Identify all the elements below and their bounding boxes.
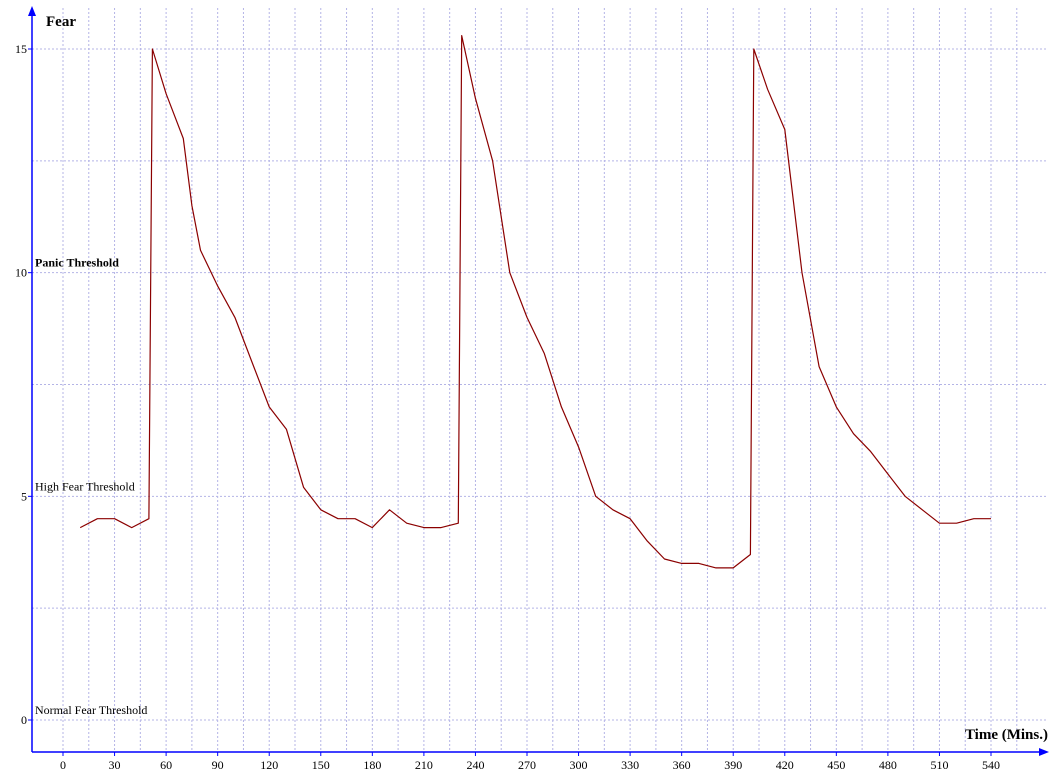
x-axis-title: Time (Mins.) — [965, 727, 1048, 743]
x-tick-label: 360 — [673, 758, 691, 772]
x-tick-label: 60 — [160, 758, 172, 772]
series-line — [79, 34, 991, 569]
y-tick-label: 0 — [21, 713, 27, 727]
x-tick-label: 330 — [621, 758, 639, 772]
y-axis-title: Fear — [46, 14, 76, 30]
x-tick-label: 120 — [260, 758, 278, 772]
series-group — [79, 34, 991, 569]
y-axis-arrow — [28, 6, 36, 16]
x-tick-label: 270 — [518, 758, 536, 772]
x-tick-label: 540 — [982, 758, 1000, 772]
x-tick-label: 300 — [570, 758, 588, 772]
x-tick-label: 210 — [415, 758, 433, 772]
y-tick-label: 5 — [21, 489, 27, 503]
x-tick-label: 480 — [879, 758, 897, 772]
x-tick-label: 180 — [363, 758, 381, 772]
axes — [28, 6, 1049, 756]
x-tick-label: 510 — [930, 758, 948, 772]
x-tick-label: 30 — [109, 758, 121, 772]
x-tick-label: 450 — [827, 758, 845, 772]
x-tick-label: 420 — [776, 758, 794, 772]
threshold-label: Normal Fear Threshold — [35, 703, 147, 717]
x-axis-arrow — [1039, 748, 1049, 756]
y-tick-label: 10 — [15, 266, 27, 280]
x-tick-label: 240 — [466, 758, 484, 772]
threshold-label: High Fear Threshold — [35, 479, 135, 493]
y-tick-label: 15 — [15, 42, 27, 56]
ticks: 0 30 60 90 120 150 180 210 240 270 300 330 360 390 420… — [15, 42, 1000, 772]
threshold-labels: Normal Fear Threshold High Fear Threshold… — [35, 256, 147, 717]
x-tick-label: 90 — [212, 758, 224, 772]
threshold-label: Panic Threshold — [35, 256, 119, 270]
x-tick-label: 0 — [60, 758, 66, 772]
x-tick-label: 390 — [724, 758, 742, 772]
x-tick-label: 150 — [312, 758, 330, 772]
grid-lines — [32, 8, 1048, 752]
